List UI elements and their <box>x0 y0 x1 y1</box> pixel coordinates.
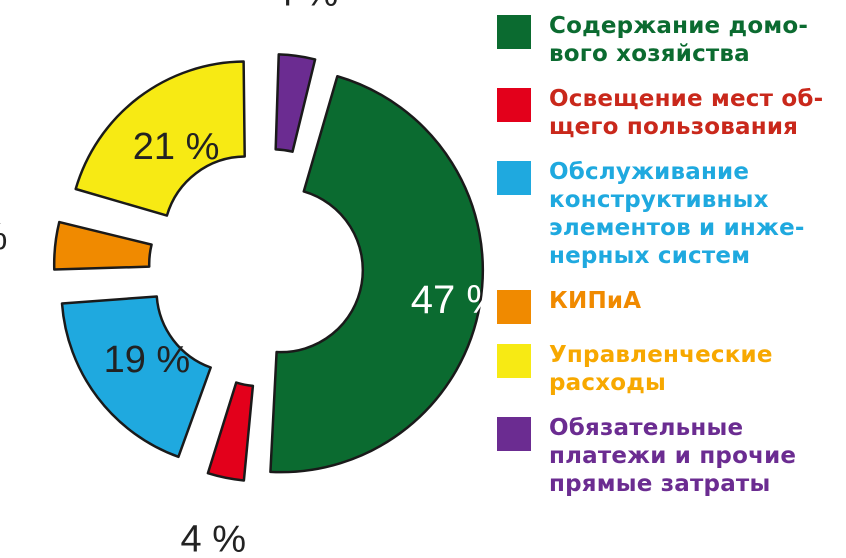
legend-label: Управленческие расходы <box>549 342 773 396</box>
legend-item: Управленческие расходы <box>497 341 842 397</box>
legend-swatch <box>497 290 531 324</box>
slice-value-label: 4 % <box>273 0 338 15</box>
legend-swatch <box>497 417 531 451</box>
chart-legend: Содержание домо- вого хозяйства Освещение… <box>497 12 842 498</box>
slice-value-label: 47 % <box>411 278 490 322</box>
pie-chart-svg: 47 % 4 % 19 % 5 % 21 % 4 % <box>0 0 490 558</box>
pie-slice <box>206 381 255 482</box>
legend-label: Освещение мест об- щего пользования <box>549 86 824 140</box>
legend-item: Содержание домо- вого хозяйства <box>497 12 842 68</box>
slice-value-label: 21 % <box>133 126 220 168</box>
legend-item: Обязательные платежи и прочие прямые зат… <box>497 414 842 498</box>
legend-swatch <box>497 88 531 122</box>
pie-slice <box>274 53 317 153</box>
legend-swatch <box>497 15 531 49</box>
legend-item: Обслуживание конструктивных элементов и … <box>497 158 842 270</box>
pie-slice <box>74 60 246 217</box>
slice-value-label: 5 % <box>0 216 7 258</box>
legend-label: Содержание домо- вого хозяйства <box>549 13 809 67</box>
pie-slice <box>53 220 153 271</box>
legend-swatch <box>497 344 531 378</box>
legend-label: Обязательные платежи и прочие прямые зат… <box>549 415 797 497</box>
legend-item: Освещение мест об- щего пользования <box>497 85 842 141</box>
pie-slice <box>269 74 485 474</box>
slice-value-label: 19 % <box>104 339 191 381</box>
legend-label: Обслуживание конструктивных элементов и … <box>549 159 805 269</box>
slice-value-label: 4 % <box>181 519 246 558</box>
pie-chart: 47 % 4 % 19 % 5 % 21 % 4 % <box>0 0 490 558</box>
legend-item: КИПиА <box>497 287 842 324</box>
legend-swatch <box>497 161 531 195</box>
pie-slice <box>60 295 212 459</box>
legend-label: КИПиА <box>549 288 642 314</box>
